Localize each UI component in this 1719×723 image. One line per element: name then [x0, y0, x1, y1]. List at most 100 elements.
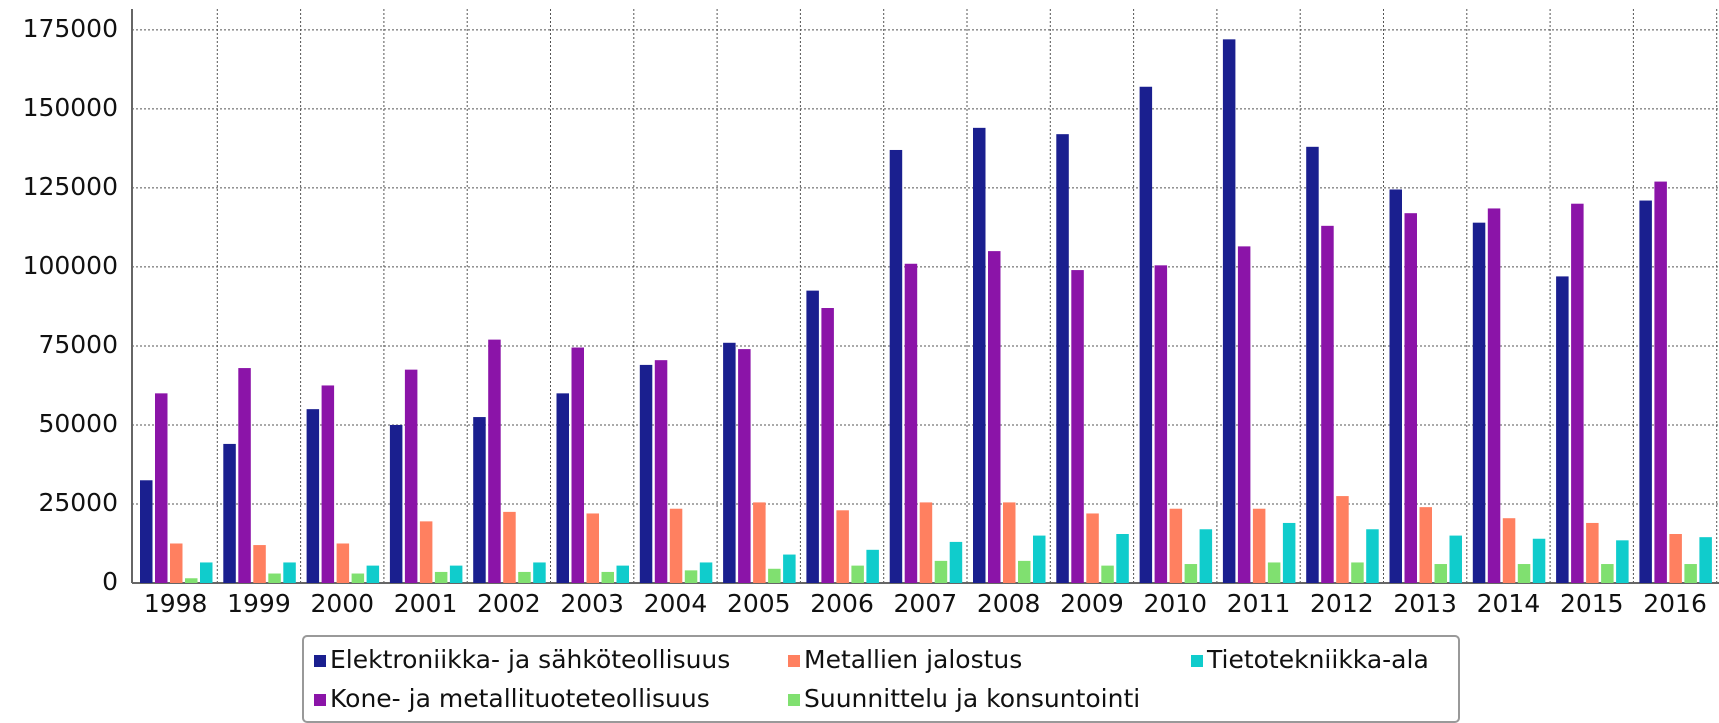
y-tick-label: 125000: [23, 172, 118, 201]
bar: [155, 393, 168, 583]
bar: [1267, 562, 1281, 583]
legend-label: Suunnittelu ja konsuntointi: [804, 684, 1140, 713]
bar: [488, 339, 501, 583]
bar: [1056, 134, 1069, 583]
bar: [1237, 246, 1251, 583]
bar: [1252, 508, 1266, 583]
x-tick-label: 1998: [144, 589, 208, 618]
bar: [1472, 222, 1486, 583]
bar: [988, 251, 1001, 583]
bar: [1139, 86, 1153, 584]
bar: [1517, 564, 1531, 583]
bar: [851, 565, 864, 583]
bar: [669, 508, 683, 583]
bar: [1018, 560, 1031, 583]
bar: [503, 511, 516, 583]
x-tick-label: 2000: [310, 589, 374, 618]
bar: [934, 560, 948, 583]
bar: [1169, 508, 1183, 583]
y-tick-label: 75000: [38, 330, 118, 359]
bar: [473, 417, 486, 583]
bar: [306, 409, 320, 583]
x-tick-label: 2015: [1560, 589, 1624, 618]
bar: [200, 562, 213, 583]
bar: [866, 549, 879, 583]
bar: [1306, 146, 1319, 583]
x-tick-label: 2012: [1310, 589, 1374, 618]
bar: [1669, 534, 1682, 583]
bar: [140, 480, 153, 583]
bar: [434, 571, 448, 583]
bar: [1086, 513, 1099, 583]
bar: [283, 562, 296, 583]
bar: [949, 541, 963, 583]
bar: [1071, 270, 1084, 583]
y-tick-label: 100000: [23, 251, 118, 280]
bar: [1434, 564, 1447, 583]
bar: [1586, 522, 1599, 583]
legend-label: Tietotekniikka-ala: [1206, 645, 1429, 674]
bar: [1033, 535, 1046, 583]
bar: [586, 513, 599, 583]
bar: [336, 543, 350, 583]
bar: [1199, 529, 1213, 583]
bar: [806, 290, 819, 583]
bar: [1571, 203, 1584, 584]
bar: [1351, 562, 1364, 583]
bar: [253, 545, 266, 583]
bar: [366, 565, 380, 583]
x-tick-label: 2008: [977, 589, 1041, 618]
bar: [351, 573, 365, 583]
bar: [185, 578, 198, 583]
bar: [904, 263, 918, 583]
y-tick-label: 0: [102, 567, 118, 596]
bar: [1404, 213, 1417, 583]
x-tick-label: 2013: [1393, 589, 1457, 618]
legend-swatch: [788, 694, 800, 706]
x-tick-label: 2002: [477, 589, 541, 618]
legend-swatch: [314, 694, 326, 706]
x-tick-label: 2004: [644, 589, 708, 618]
x-tick-label: 2010: [1143, 589, 1207, 618]
bar: [404, 369, 418, 583]
bar: [1601, 564, 1614, 583]
bar: [1321, 225, 1334, 584]
bar: [616, 565, 629, 583]
bar: [1639, 200, 1652, 583]
bar: [1282, 522, 1296, 583]
bar: [1449, 535, 1462, 583]
bar: [268, 573, 281, 583]
bar: [1487, 208, 1501, 583]
bar: [1116, 534, 1129, 583]
bar: [1154, 265, 1168, 583]
y-tick-label: 25000: [38, 488, 118, 517]
legend-swatch: [1191, 655, 1203, 667]
bar: [1654, 181, 1667, 584]
legend-label: Metallien jalostus: [804, 645, 1022, 674]
bar: [783, 554, 796, 583]
bar: [223, 443, 236, 583]
bar: [321, 385, 335, 583]
bar: [533, 562, 546, 583]
bar: [1336, 496, 1349, 583]
bar: [1616, 540, 1629, 583]
bar: [723, 342, 736, 583]
legend-swatch: [314, 655, 326, 667]
legend-label: Elektroniikka- ja sähköteollisuus: [330, 645, 730, 674]
bar: [419, 521, 433, 583]
bar: [1389, 189, 1402, 584]
bar: [738, 349, 751, 583]
bar: [601, 571, 614, 583]
bar: [889, 149, 903, 583]
x-tick-label: 2003: [560, 589, 624, 618]
x-tick-label: 2007: [894, 589, 958, 618]
x-tick-label: 1999: [227, 589, 291, 618]
bar: [449, 565, 463, 583]
bar: [919, 502, 933, 583]
bar: [170, 543, 183, 583]
legend-label: Kone- ja metallituoteteollisuus: [330, 684, 710, 713]
bar: [753, 502, 766, 583]
bar: [1101, 565, 1114, 583]
x-tick-label: 2009: [1060, 589, 1124, 618]
